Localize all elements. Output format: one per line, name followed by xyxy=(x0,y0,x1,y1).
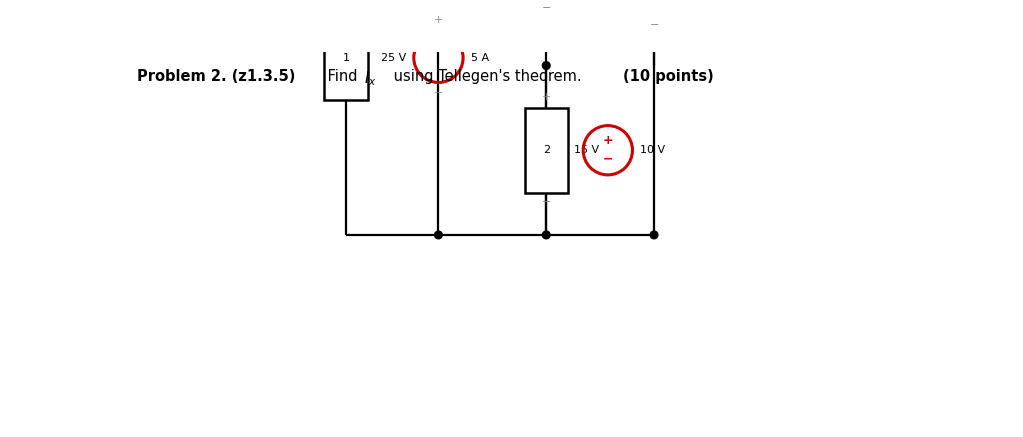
Text: −: − xyxy=(541,3,551,13)
Text: −: − xyxy=(434,88,443,98)
Bar xyxy=(324,15,367,100)
Text: 1: 1 xyxy=(343,53,350,63)
Text: Problem 2. (z1.3.5): Problem 2. (z1.3.5) xyxy=(137,69,295,84)
Text: 5 A: 5 A xyxy=(471,53,489,63)
Text: Find: Find xyxy=(323,69,362,84)
Bar xyxy=(632,0,675,15)
Text: 10 V: 10 V xyxy=(640,145,665,155)
Text: 15 V: 15 V xyxy=(574,145,599,155)
Bar xyxy=(525,108,568,193)
Text: using Tellegen's theorem.: using Tellegen's theorem. xyxy=(389,69,586,84)
Text: 25 V: 25 V xyxy=(381,53,406,63)
Circle shape xyxy=(542,62,550,69)
Text: (10 points): (10 points) xyxy=(623,69,714,84)
Circle shape xyxy=(435,231,442,239)
Text: −: − xyxy=(650,20,659,30)
Text: +: + xyxy=(541,92,551,102)
Text: +: + xyxy=(434,15,443,25)
Text: +: + xyxy=(603,135,613,148)
Text: 2: 2 xyxy=(542,145,549,155)
Circle shape xyxy=(651,231,658,239)
Text: −: − xyxy=(603,153,613,166)
Circle shape xyxy=(542,231,550,239)
Text: −: − xyxy=(541,197,551,207)
Text: $I_x$: $I_x$ xyxy=(364,69,376,88)
